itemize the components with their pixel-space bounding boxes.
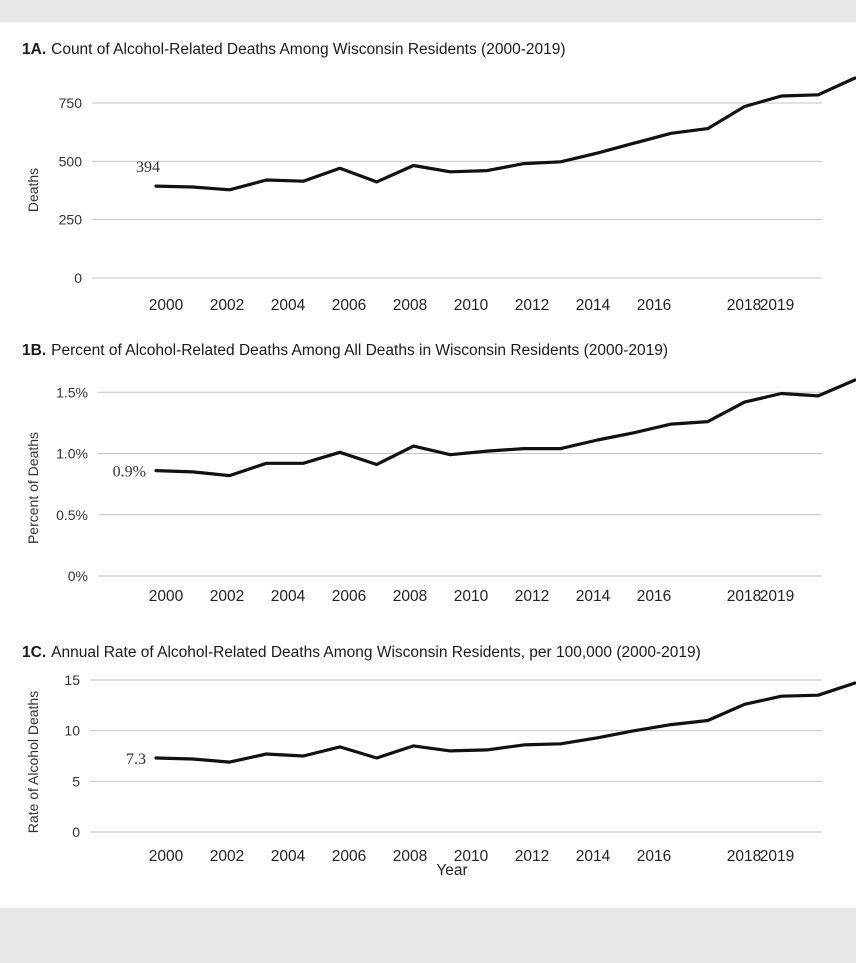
x-tick-label-1b: 2016 [637, 588, 671, 605]
top-band [0, 0, 856, 22]
y-tick-label-1b: 0% [68, 568, 88, 584]
x-tick-label-1a: 2000 [149, 297, 184, 314]
bottom-band [0, 908, 856, 963]
x-tick-label-1b: 2012 [515, 588, 549, 605]
chart-panel-1b: 1B. Percent of Alcohol-Related Deaths Amo… [22, 342, 856, 605]
y-tick-label-1a: 500 [59, 153, 83, 169]
x-tick-label-1c: 2019 [760, 848, 794, 865]
data-label-1a: 394 [136, 159, 160, 176]
chart-title-number-1a: 1A. [22, 41, 46, 58]
x-tick-label-1c: 2014 [576, 848, 611, 865]
x-tick-label-1b: 2004 [271, 588, 306, 605]
x-tick-label-1a: 2016 [637, 297, 671, 314]
x-tick-label-1c: 2010 [454, 848, 489, 865]
y-tick-label-1c: 0 [72, 824, 80, 840]
chart-title-1a: 1A. Count of Alcohol-Related Deaths Among… [22, 41, 566, 58]
x-tick-label-1a: 2006 [332, 297, 366, 314]
chart-title-1b: 1B. Percent of Alcohol-Related Deaths Amo… [22, 342, 668, 359]
x-axis-label: Year [436, 862, 467, 879]
y-tick-label-1c: 15 [64, 672, 80, 688]
x-tick-label-1a: 2012 [515, 297, 549, 314]
data-label-1c: 7.3 [126, 751, 146, 768]
x-tick-label-1b: 2014 [576, 588, 611, 605]
x-tick-label-1c: 2018 [727, 848, 761, 865]
chart-panel-1c: 1C. Annual Rate of Alcohol-Related Deaths… [22, 644, 856, 879]
x-tick-label-1b: 2019 [760, 588, 794, 605]
y-tick-label-1a: 750 [59, 95, 83, 111]
x-tick-label-1c: 2012 [515, 848, 549, 865]
chart-title-number-1c: 1C. [22, 644, 46, 661]
x-tick-label-1a: 2019 [760, 297, 794, 314]
x-tick-label-1a: 2004 [271, 297, 306, 314]
y-tick-label-1c: 10 [64, 723, 80, 739]
y-axis-label-1c: Rate of Alcohol Deaths [25, 691, 41, 833]
x-tick-label-1c: 2000 [149, 848, 184, 865]
x-tick-label-1a: 2010 [454, 297, 489, 314]
x-tick-label-1a: 2008 [393, 297, 427, 314]
x-tick-label-1a: 2002 [210, 297, 244, 314]
y-tick-label-1b: 1.0% [56, 446, 88, 462]
y-tick-label-1a: 250 [59, 212, 83, 228]
y-tick-label-1b: 1.5% [56, 384, 88, 400]
x-tick-label-1c: 2002 [210, 848, 244, 865]
series-line-1a [154, 76, 856, 192]
x-tick-label-1c: 2016 [637, 848, 671, 865]
x-tick-label-1a: 2018 [727, 297, 761, 314]
series-line-1b [154, 378, 856, 478]
y-tick-label-1a: 0 [74, 270, 82, 286]
x-tick-label-1b: 2002 [210, 588, 244, 605]
y-axis-label-1b: Percent of Deaths [25, 432, 41, 544]
x-tick-label-1c: 2006 [332, 848, 366, 865]
chart-panel-1a: 1A. Count of Alcohol-Related Deaths Among… [22, 41, 856, 314]
x-tick-label-1c: 2008 [393, 848, 427, 865]
y-axis-label-1a: Deaths [25, 168, 41, 212]
data-label-1b: 0.9% [113, 464, 146, 481]
series-line-1c [154, 681, 856, 764]
chart-title-number-1b: 1B. [22, 342, 46, 359]
x-tick-label-1b: 2018 [727, 588, 761, 605]
chart-title-text-1a: Count of Alcohol-Related Deaths Among Wi… [51, 41, 565, 58]
x-tick-label-1a: 2014 [576, 297, 611, 314]
chart-title-text-1b: Percent of Alcohol-Related Deaths Among … [51, 342, 668, 359]
y-tick-label-1c: 5 [72, 773, 80, 789]
x-tick-label-1b: 2008 [393, 588, 427, 605]
x-tick-label-1b: 2006 [332, 588, 366, 605]
x-tick-label-1b: 2000 [149, 588, 184, 605]
chart-title-1c: 1C. Annual Rate of Alcohol-Related Deaths… [22, 644, 701, 661]
x-tick-label-1b: 2010 [454, 588, 489, 605]
y-tick-label-1b: 0.5% [56, 507, 88, 523]
chart-title-text-1c: Annual Rate of Alcohol-Related Deaths Am… [51, 644, 701, 661]
x-tick-label-1c: 2004 [271, 848, 306, 865]
